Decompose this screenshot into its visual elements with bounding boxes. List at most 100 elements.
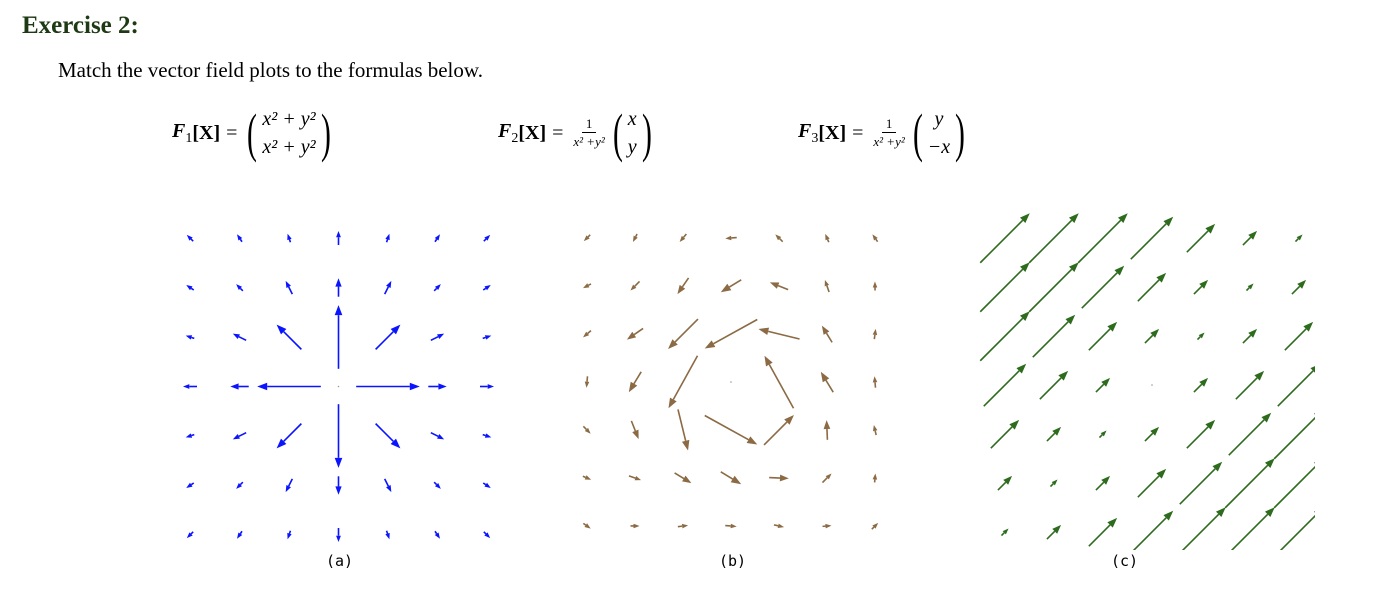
field-a-arrow (186, 482, 195, 488)
field-c-arrow (1277, 366, 1315, 407)
vector-field-plot-a (183, 231, 494, 542)
field-c-arrow (1179, 461, 1223, 505)
vector-bottom: x² + y² (262, 136, 316, 158)
field-c-arrow (1137, 272, 1167, 302)
field-a-arrow (276, 324, 302, 350)
field-b-arrow (628, 475, 642, 481)
field-c-arrow (1049, 479, 1058, 488)
field-c-arrow (1039, 370, 1069, 400)
field-c-arrow (1028, 262, 1079, 313)
field-a-arrow (482, 433, 492, 438)
field-a-arrow (482, 285, 491, 291)
field-b-arrow (668, 355, 699, 409)
field-c-arrow (1186, 223, 1216, 253)
field-c-arrow (1077, 213, 1128, 264)
field-b-arrow (822, 523, 832, 529)
field-b-arrow (725, 235, 737, 241)
panel-label-a: (a) (326, 552, 354, 570)
vector-top: x (627, 108, 637, 130)
field-a-arrow (375, 423, 401, 449)
field-b-arrow (763, 415, 794, 446)
field-a-arrow (336, 231, 341, 245)
field-b-arrow (872, 234, 879, 243)
formula-argument: [X] (192, 121, 221, 144)
field-c-arrow (1000, 528, 1009, 537)
field-b-arrow (872, 281, 878, 291)
equals-sign: = (552, 121, 564, 144)
field-b-arrow (677, 409, 690, 451)
field-b-arrow (668, 318, 699, 349)
field-b-arrow (824, 279, 830, 293)
field-a-arrow (434, 530, 440, 539)
field-c-arrow (1144, 328, 1160, 344)
field-a-arrow (482, 482, 491, 488)
vector-field-plot-b (582, 233, 879, 530)
right-paren: ) (320, 103, 331, 163)
vector-field-plot-c (979, 213, 1315, 550)
vector-components: x y (627, 105, 638, 161)
field-c-arrow (1242, 328, 1258, 344)
fraction-denominator: x² +y² (873, 133, 905, 149)
field-c-arrow (1230, 507, 1275, 550)
right-paren: ) (955, 103, 966, 163)
field-b-arrow (872, 473, 878, 483)
field-b-arrow (628, 371, 642, 393)
field-b-arrow (725, 523, 737, 529)
field-a-arrow (383, 280, 392, 295)
field-c-arrow (1181, 507, 1226, 550)
field-a-arrow (430, 431, 445, 440)
field-a-arrow (237, 234, 243, 243)
field-c-arrow (1279, 511, 1315, 550)
field-b-arrow (704, 318, 758, 349)
field-a-arrow (257, 382, 321, 391)
field-a-arrow (237, 530, 243, 539)
formula-name: F2 (498, 119, 519, 146)
field-b-arrow (871, 522, 879, 530)
field-b-arrow (775, 234, 784, 243)
field-c-arrow (1144, 426, 1160, 442)
formula-name: F1 (172, 119, 193, 146)
field-c-arrow (1186, 419, 1216, 449)
field-c-arrow (1088, 321, 1118, 351)
field-b-arrow (720, 279, 742, 293)
field-a-arrow (383, 478, 392, 493)
formula-argument: [X] (518, 121, 547, 144)
field-a-arrow (482, 335, 492, 340)
vector-top: y (934, 108, 944, 130)
field-c-arrow (1273, 413, 1315, 460)
field-b-arrow (730, 381, 732, 383)
field-c-arrow (1088, 517, 1118, 547)
field-a-arrow (185, 335, 195, 340)
field-a-arrow (186, 285, 195, 291)
field-b-arrow (582, 475, 592, 480)
field-c-arrow (997, 475, 1013, 491)
field-c-arrow (1235, 370, 1265, 400)
fraction-denominator: x² +y² (573, 133, 605, 149)
field-b-arrow (583, 234, 591, 242)
field-a-arrow (334, 404, 343, 468)
field-b-arrow (821, 473, 832, 484)
field-b-arrow (679, 233, 687, 242)
panel-label-c: (c) (1111, 552, 1139, 570)
field-a-arrow (287, 530, 292, 540)
field-b-arrow (823, 420, 831, 440)
field-b-arrow (582, 522, 591, 529)
field-a-arrow (230, 383, 249, 390)
field-b-arrow (583, 283, 592, 289)
field-a-arrow (385, 530, 390, 540)
field-a-arrow (335, 278, 342, 297)
field-c-arrow (979, 262, 1030, 313)
field-c-arrow (1291, 279, 1307, 295)
left-paren: ( (247, 103, 258, 163)
field-b-arrow (582, 425, 591, 434)
field-c-arrow (1132, 510, 1174, 550)
fraction-numerator: 1 (881, 116, 897, 133)
field-a-arrow (186, 234, 194, 242)
left-paren: ( (612, 103, 623, 163)
fraction: 1 x² +y² (873, 116, 904, 151)
field-c-arrow (1242, 230, 1258, 246)
field-b-arrow (584, 376, 590, 388)
formula-f2: F2 [X] = 1 x² +y² ( x y ) (498, 100, 656, 166)
field-b-arrow (773, 523, 785, 529)
field-b-arrow (704, 414, 758, 445)
